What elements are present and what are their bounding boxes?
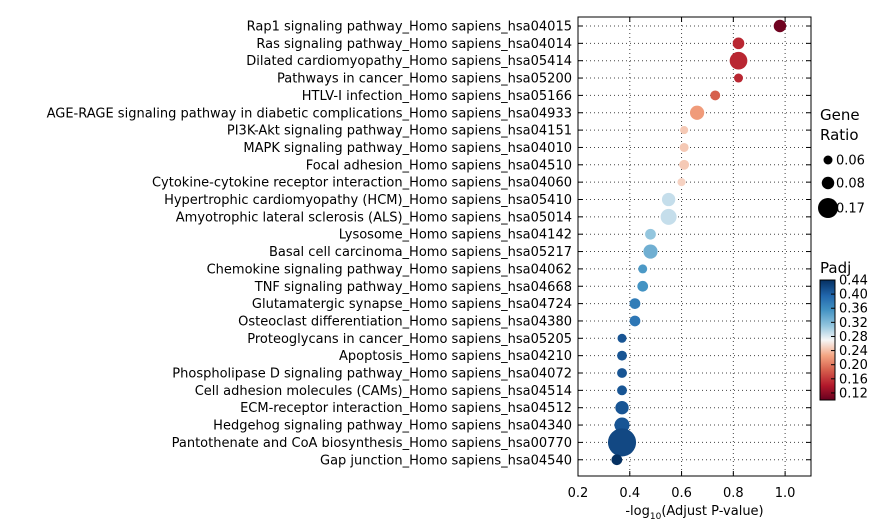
padj-tick-label: 0.20 — [839, 358, 868, 373]
y-tick-label: Gap junction_Homo sapiens_hsa04540 — [320, 453, 572, 468]
y-tick-labels: Rap1 signaling pathway_Homo sapiens_hsa0… — [47, 20, 811, 468]
x-tick-label: 0.4 — [619, 486, 640, 501]
data-point — [615, 401, 629, 415]
padj-tick-label: 0.12 — [839, 386, 868, 401]
y-tick-label: Phospholipase D signaling pathway_Homo s… — [172, 367, 572, 382]
gene-ratio-legend-title-line2: Ratio — [820, 126, 859, 144]
gene-ratio-legend-marker — [823, 155, 833, 165]
y-tick-label: Chemokine signaling pathway_Homo sapiens… — [207, 262, 572, 277]
data-point — [689, 105, 705, 120]
y-tick-label: Cell adhesion molecules (CAMs)_Homo sapi… — [195, 384, 572, 399]
data-point — [617, 333, 627, 343]
y-tick-label: Cytokine-cytokine receptor interaction_H… — [152, 176, 572, 191]
data-point — [677, 178, 686, 187]
data-point — [607, 428, 637, 457]
y-tick-label: Hypertrophic cardiomyopathy (HCM)_Homo s… — [164, 193, 572, 208]
data-point — [629, 315, 641, 327]
data-point — [773, 19, 787, 33]
x-tick-labels: 0.2 0.4 0.6 0.8 1.0 — [568, 17, 796, 501]
y-tick-label: AGE-RAGE signaling pathway in diabetic c… — [47, 106, 572, 121]
gene-ratio-legend: Gene Ratio 0.06 0.08 0.17 — [818, 106, 865, 218]
data-point — [729, 51, 748, 70]
y-tick-label: HTLV-I infection_Homo sapiens_hsa05166 — [302, 89, 572, 104]
data-point — [617, 350, 627, 361]
x-axis-label-suffix: (Adjust P-value) — [661, 504, 763, 519]
y-tick-label: Focal adhesion_Homo sapiens_hsa04510 — [306, 158, 572, 173]
data-point — [710, 90, 721, 101]
data-point — [660, 208, 677, 225]
y-tick-label: Hedgehog signaling pathway_Homo sapiens_… — [213, 419, 572, 434]
data-point — [680, 126, 689, 135]
gene-ratio-legend-label: 0.08 — [836, 177, 865, 192]
y-tick-label: Pantothenate and CoA biosynthesis_Homo s… — [172, 436, 572, 451]
x-tick-label: 0.8 — [723, 486, 744, 501]
plot-frame — [577, 16, 812, 477]
data-point — [638, 264, 648, 274]
x-axis-label: -log10(Adjust P-value) — [625, 504, 763, 522]
data-point — [679, 159, 690, 170]
padj-tick-label: 0.32 — [839, 316, 868, 331]
data-point — [629, 298, 641, 309]
gene-ratio-legend-entries: 0.06 0.08 0.17 — [818, 154, 865, 218]
y-tick-label: Basal cell carcinoma_Homo sapiens_hsa052… — [269, 245, 572, 260]
x-axis-label-prefix: -log — [625, 504, 650, 519]
padj-legend: Padj 0.440.400.360.320.280.240.200.160.1… — [819, 259, 868, 401]
padj-tick-label: 0.36 — [839, 302, 868, 317]
padj-colorbar — [819, 279, 836, 401]
y-tick-label: Glutamatergic synapse_Homo sapiens_hsa04… — [252, 297, 572, 312]
gene-ratio-legend-label: 0.17 — [836, 202, 865, 217]
data-point — [614, 417, 630, 433]
y-tick-label: TNF signaling pathway_Homo sapiens_hsa04… — [254, 280, 572, 295]
data-point — [637, 280, 649, 292]
data-point — [661, 192, 676, 207]
y-tick-label: Apoptosis_Homo sapiens_hsa04210 — [339, 349, 572, 364]
y-tick-label: ECM-receptor interaction_Homo sapiens_hs… — [240, 401, 572, 416]
data-point — [617, 385, 627, 396]
x-tick-label: 0.2 — [568, 486, 589, 501]
y-tick-label: Dilated cardiomyopathy_Homo sapiens_hsa0… — [246, 54, 572, 69]
gene-ratio-legend-marker — [818, 198, 838, 218]
y-tick-label: Ras signaling pathway_Homo sapiens_hsa04… — [256, 37, 572, 52]
grid-lines — [578, 17, 811, 476]
padj-legend-title: Padj — [820, 259, 851, 277]
padj-tick-label: 0.44 — [839, 274, 868, 289]
y-tick-label: Lysosome_Homo sapiens_hsa04142 — [339, 228, 572, 243]
y-tick-label: PI3K-Akt signaling pathway_Homo sapiens_… — [227, 124, 572, 139]
data-point — [679, 142, 689, 152]
data-point — [611, 454, 623, 466]
data-point — [732, 37, 745, 50]
gene-ratio-legend-label: 0.06 — [836, 154, 865, 169]
y-tick-label: Amyotrophic lateral sclerosis (ALS)_Homo… — [176, 210, 572, 225]
y-tick-label: Pathways in cancer_Homo sapiens_hsa05200 — [277, 72, 572, 87]
y-tick-label: Osteoclast differentiation_Homo sapiens_… — [238, 314, 572, 329]
padj-tick-label: 0.40 — [839, 288, 868, 303]
padj-tick-label: 0.28 — [839, 330, 868, 345]
data-points — [607, 19, 787, 466]
y-tick-label: Rap1 signaling pathway_Homo sapiens_hsa0… — [247, 20, 572, 35]
x-tick-label: 1.0 — [775, 486, 796, 501]
gene-ratio-legend-title-line1: Gene — [820, 106, 860, 124]
x-tick-label: 0.6 — [671, 486, 692, 501]
y-tick-label: MAPK signaling pathway_Homo sapiens_hsa0… — [243, 141, 572, 156]
data-point — [643, 244, 658, 259]
data-point — [734, 73, 744, 83]
x-axis-label-subscript: 10 — [650, 512, 662, 522]
padj-tick-label: 0.24 — [839, 344, 868, 359]
padj-tick-label: 0.16 — [839, 372, 868, 387]
gene-ratio-legend-marker — [821, 176, 835, 190]
y-tick-label: Proteoglycans in cancer_Homo sapiens_hsa… — [247, 332, 572, 347]
data-point — [617, 368, 627, 378]
data-point — [645, 228, 656, 240]
padj-colorbar-ticks: 0.440.400.360.320.280.240.200.160.12 — [831, 274, 868, 401]
